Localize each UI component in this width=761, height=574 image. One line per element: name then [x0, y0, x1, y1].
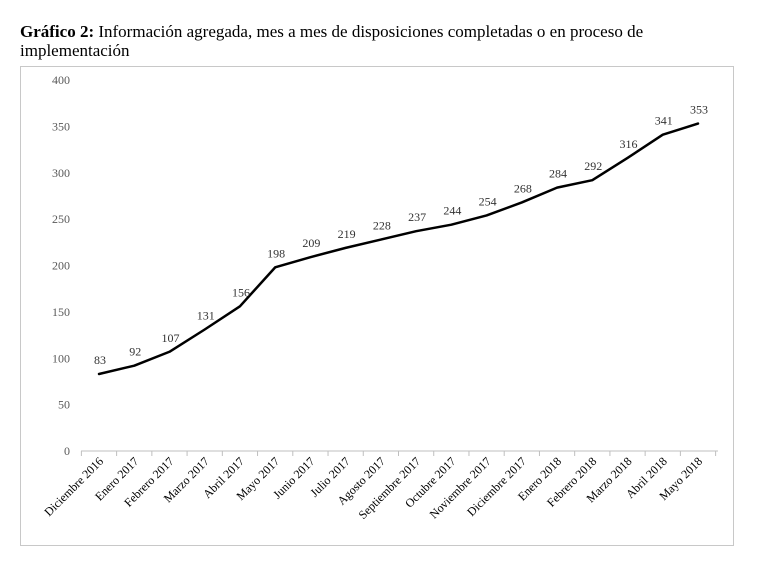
- x-tick-label: Diciembre 2016: [41, 454, 106, 519]
- data-label: 341: [655, 114, 673, 128]
- y-tick-label: 200: [52, 259, 70, 273]
- data-label: 198: [267, 246, 285, 260]
- data-label: 107: [161, 331, 179, 345]
- chart-caption: Gráfico 2: Información agregada, mes a m…: [20, 22, 740, 60]
- data-label: 228: [373, 219, 391, 233]
- y-tick-label: 350: [52, 119, 70, 133]
- y-tick-label: 300: [52, 166, 70, 180]
- data-label: 83: [94, 353, 106, 367]
- data-label: 209: [302, 236, 320, 250]
- y-tick-label: 400: [52, 73, 70, 87]
- data-label: 316: [620, 137, 638, 151]
- y-tick-label: 50: [58, 398, 70, 412]
- series-line: [97, 122, 700, 376]
- data-label: 353: [690, 103, 708, 117]
- x-tick-label: Septiembre 2017: [356, 454, 424, 522]
- data-label: 292: [584, 159, 602, 173]
- data-label: 244: [443, 204, 461, 218]
- x-tick-label: Noviembre 2017: [427, 454, 494, 521]
- chart-frame: 0 50 100 150 200 250 300 350 400 Diciembre 2016 En…: [20, 66, 734, 546]
- data-label: 268: [514, 181, 532, 195]
- data-label: 92: [129, 345, 141, 359]
- y-tick-label: 250: [52, 212, 70, 226]
- data-label: 237: [408, 210, 426, 224]
- data-label: 156: [232, 285, 250, 299]
- data-label: 254: [479, 194, 497, 208]
- caption-prefix: Gráfico 2:: [20, 22, 95, 41]
- y-tick-label: 0: [64, 444, 70, 458]
- y-tick-label: 100: [52, 351, 70, 365]
- data-label: 131: [197, 308, 215, 322]
- data-label: 284: [549, 167, 567, 181]
- caption-text: Información agregada, mes a mes de dispo…: [20, 22, 644, 60]
- y-tick-label: 150: [52, 305, 70, 319]
- data-label: 219: [338, 227, 356, 241]
